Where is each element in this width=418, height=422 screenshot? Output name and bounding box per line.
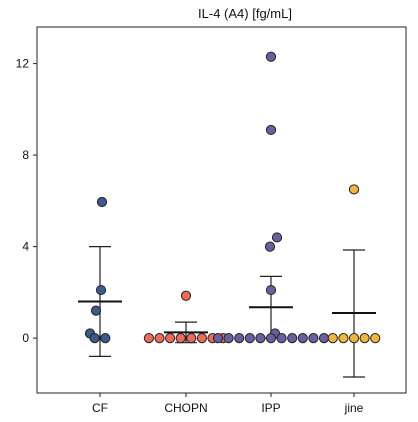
x-axis: CF CHOPN IPP jine (92, 393, 364, 415)
x-tick-label: CHOPN (164, 401, 207, 415)
data-point (223, 333, 234, 344)
series-jine (327, 184, 381, 378)
data-point (271, 232, 283, 243)
data-point (370, 333, 381, 344)
data-point (297, 333, 308, 344)
data-point (212, 333, 224, 344)
data-point (175, 333, 186, 344)
data-point (154, 333, 165, 344)
data-point (276, 333, 287, 344)
data-point (95, 284, 107, 296)
data-point (196, 333, 207, 344)
series-IPP (212, 51, 330, 344)
data-point (338, 333, 349, 344)
data-point (143, 333, 154, 344)
data-point (100, 333, 111, 344)
data-point (348, 333, 360, 344)
x-tick-label: IPP (261, 401, 280, 415)
data-point (264, 241, 276, 252)
data-point (234, 333, 245, 344)
data-point (265, 51, 277, 62)
chart-title: IL-4 (A4) [fg/mL] (198, 6, 292, 21)
data-point (90, 305, 102, 316)
plot-frame (36, 26, 407, 394)
data-point (287, 333, 298, 344)
data-point (244, 333, 255, 344)
data-point (348, 184, 360, 195)
data-point (308, 333, 319, 344)
data-point (186, 333, 197, 344)
y-tick-label: 12 (16, 57, 30, 71)
data-point (255, 333, 266, 344)
data-point (265, 124, 277, 136)
data-point (265, 333, 277, 344)
data-point (318, 333, 330, 344)
data-point (359, 333, 370, 344)
data-point (265, 284, 277, 296)
y-tick-label: 4 (22, 240, 29, 254)
y-tick-label: 0 (22, 331, 29, 345)
data-point (180, 290, 192, 301)
data-point (327, 333, 338, 344)
x-tick-label: jine (344, 401, 364, 415)
series-CF (78, 196, 122, 357)
y-tick-label: 8 (22, 148, 29, 162)
data-point (96, 196, 108, 208)
series-layer (78, 51, 381, 378)
x-tick-label: CF (92, 401, 108, 415)
y-axis: 0 4 8 12 (16, 57, 37, 345)
data-point (165, 333, 176, 344)
data-point (89, 333, 100, 344)
